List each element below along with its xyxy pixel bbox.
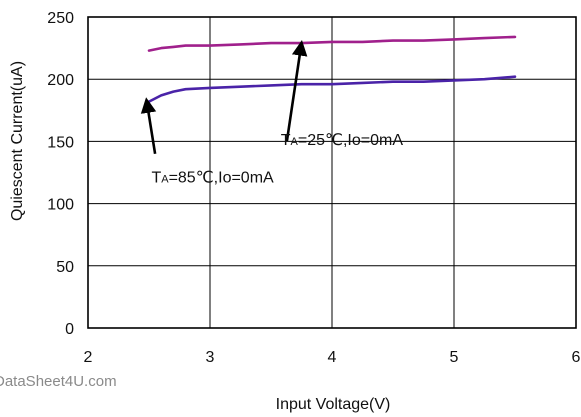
y-tick-label: 250 [47,10,74,27]
annotation-label: TA=85℃,Io=0mA [151,169,274,186]
x-axis-label: Input Voltage(V) [276,396,391,413]
plot-frame [87,16,577,329]
y-axis-label: Quiescent Current(uA) [9,61,26,221]
annotation-2: TA=85℃,Io=0mA [140,97,274,186]
annotations: TA=25℃,Io=0mA TA=85℃,Io=0mA [140,40,404,186]
grid-lines [88,17,576,328]
y-tick-label: 200 [47,72,74,89]
y-tick-label: 50 [56,259,74,276]
y-tick-label: 150 [47,134,74,151]
annotation-label: TA=25℃,Io=0mA [281,132,404,149]
series-line-2 [147,75,517,103]
annotation-arrow [140,97,157,155]
x-tick-label: 4 [328,349,337,366]
x-tick-label: 5 [450,349,459,366]
watermark-text: DataSheet4U.com [0,373,117,390]
x-tick-label: 6 [572,349,581,366]
y-tick-label: 100 [47,197,74,214]
x-tick-label: 3 [206,349,215,366]
annotation-arrow [285,40,308,142]
y-tick-label: 0 [65,321,74,338]
x-tick-label: 2 [84,349,93,366]
y-tick-labels: 0 50 100 150 200 250 [47,10,74,338]
annotation-1: TA=25℃,Io=0mA [281,40,404,149]
x-tick-labels: 2 3 4 5 6 [84,349,581,366]
